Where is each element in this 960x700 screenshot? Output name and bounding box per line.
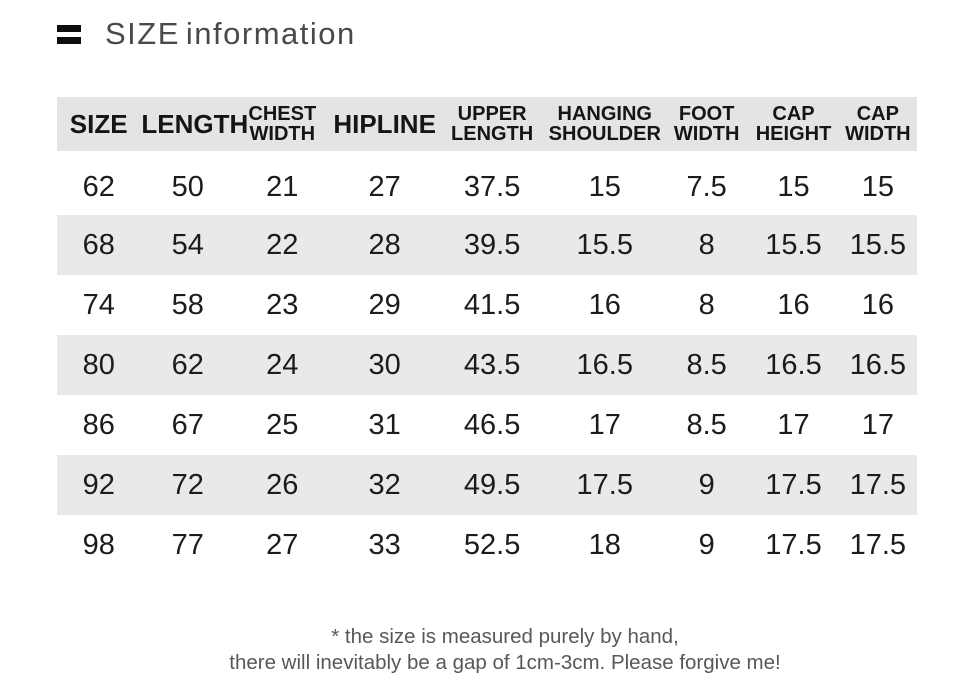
table-cell: 22 — [266, 228, 299, 261]
table-cell: 17 — [588, 408, 621, 441]
table-cell: 58 — [171, 288, 204, 321]
table-row: 98 77 27 33 52.5 18 9 17.5 17.5 — [57, 515, 917, 575]
footnote-line1: * the size is measured purely by hand, — [331, 625, 679, 648]
table-cell: 62 — [82, 170, 115, 203]
table-cell: 23 — [266, 288, 299, 321]
table-cell: 50 — [171, 170, 204, 203]
table-cell: 68 — [82, 228, 115, 261]
table-cell: 8 — [698, 288, 715, 321]
table-cell: 98 — [82, 528, 115, 561]
table-cell: 17.5 — [765, 528, 822, 561]
table-cell: 16.5 — [765, 348, 822, 381]
table-row: 80 62 24 30 43.5 16.5 8.5 16.5 16.5 — [57, 335, 917, 395]
table-cell: 21 — [266, 170, 299, 203]
column-header-size: SIZE — [57, 97, 141, 159]
table-cell: 17 — [777, 408, 810, 441]
table-cell: 15 — [588, 170, 621, 203]
table-cell: 41.5 — [463, 288, 521, 321]
table-cell: 15.5 — [576, 228, 633, 261]
column-header-foot-width: FOOT WIDTH — [664, 97, 749, 159]
table-cell: 16.5 — [849, 348, 907, 381]
column-header-upper-length: UPPER LENGTH — [439, 97, 545, 159]
table-cell: 31 — [368, 408, 401, 441]
table-cell: 17.5 — [849, 528, 907, 561]
table-cell: 17 — [861, 408, 894, 441]
table-cell: 7.5 — [686, 170, 727, 203]
column-header-chest-width: CHEST WIDTH — [235, 97, 330, 159]
table-cell: 16 — [861, 288, 894, 321]
table-cell: 46.5 — [463, 408, 521, 441]
table-cell: 33 — [368, 528, 401, 561]
table-cell: 77 — [171, 528, 204, 561]
list-icon — [57, 24, 81, 44]
table-row: 62 50 21 27 37.5 15 7.5 15 15 — [57, 155, 917, 215]
table-cell: 15 — [861, 170, 894, 203]
footnote-line2: there will inevitably be a gap of 1cm-3c… — [229, 651, 781, 674]
table-cell: 17.5 — [576, 468, 633, 501]
table-cell: 16 — [588, 288, 621, 321]
column-header-hipline: HIPLINE — [329, 97, 440, 159]
table-cell: 24 — [266, 348, 299, 381]
table-cell: 37.5 — [463, 170, 521, 203]
table-cell: 16.5 — [576, 348, 633, 381]
table-row: 74 58 23 29 41.5 16 8 16 16 — [57, 275, 917, 335]
table-cell: 43.5 — [463, 348, 521, 381]
table-cell: 80 — [82, 348, 115, 381]
column-header-cap-width: CAP WIDTH — [838, 97, 917, 159]
table-cell: 74 — [82, 288, 115, 321]
table-cell: 30 — [368, 348, 401, 381]
table-cell: 52.5 — [463, 528, 521, 561]
table-cell: 27 — [368, 170, 401, 203]
table-cell: 28 — [368, 228, 401, 261]
list-icon-bar — [57, 24, 81, 32]
table-cell: 86 — [82, 408, 115, 441]
table-cell: 8.5 — [686, 408, 727, 441]
table-cell: 29 — [368, 288, 401, 321]
table-cell: 49.5 — [463, 468, 521, 501]
table-cell: 16 — [777, 288, 810, 321]
table-cell: 9 — [698, 528, 715, 561]
table-cell: 17.5 — [765, 468, 822, 501]
footnote: * the size is measured purely by hand, t… — [50, 624, 960, 676]
size-table: SIZE LENGTH CHEST WIDTH HIPLINE UPPER LENGTH… — [57, 97, 917, 575]
list-icon-bar — [57, 36, 81, 44]
table-cell: 72 — [171, 468, 204, 501]
table-cell: 18 — [588, 528, 621, 561]
column-header-length: LENGTH — [140, 97, 248, 159]
table-cell: 27 — [266, 528, 299, 561]
table-cell: 54 — [171, 228, 204, 261]
column-header-cap-height: CAP HEIGHT — [748, 97, 839, 159]
table-cell: 9 — [698, 468, 715, 501]
table-cell: 92 — [82, 468, 115, 501]
table-cell: 39.5 — [463, 228, 521, 261]
table-cell: 8 — [698, 228, 715, 261]
table-cell: 62 — [171, 348, 204, 381]
table-cell: 26 — [266, 468, 299, 501]
table-cell: 67 — [171, 408, 204, 441]
table-row: 68 54 22 28 39.5 15.5 8 15.5 15.5 — [57, 215, 917, 275]
title-word-size: SIZE — [105, 16, 180, 51]
section-header: SIZE information — [57, 16, 356, 52]
table-cell: 17.5 — [849, 468, 907, 501]
title-word-information: information — [185, 16, 356, 51]
table-cell: 8.5 — [686, 348, 727, 381]
table-header-row: SIZE LENGTH CHEST WIDTH HIPLINE UPPER LENGTH… — [57, 97, 917, 159]
table-cell: 32 — [368, 468, 401, 501]
table-row: 92 72 26 32 49.5 17.5 9 17.5 17.5 — [57, 455, 917, 515]
table-cell: 15 — [777, 170, 810, 203]
table-cell: 25 — [266, 408, 299, 441]
page-title: SIZE information — [105, 16, 356, 52]
column-header-hanging-shoulder: HANGING SHOULDER — [544, 97, 665, 159]
table-row: 86 67 25 31 46.5 17 8.5 17 17 — [57, 395, 917, 455]
table-cell: 15.5 — [849, 228, 907, 261]
table-cell: 15.5 — [765, 228, 822, 261]
